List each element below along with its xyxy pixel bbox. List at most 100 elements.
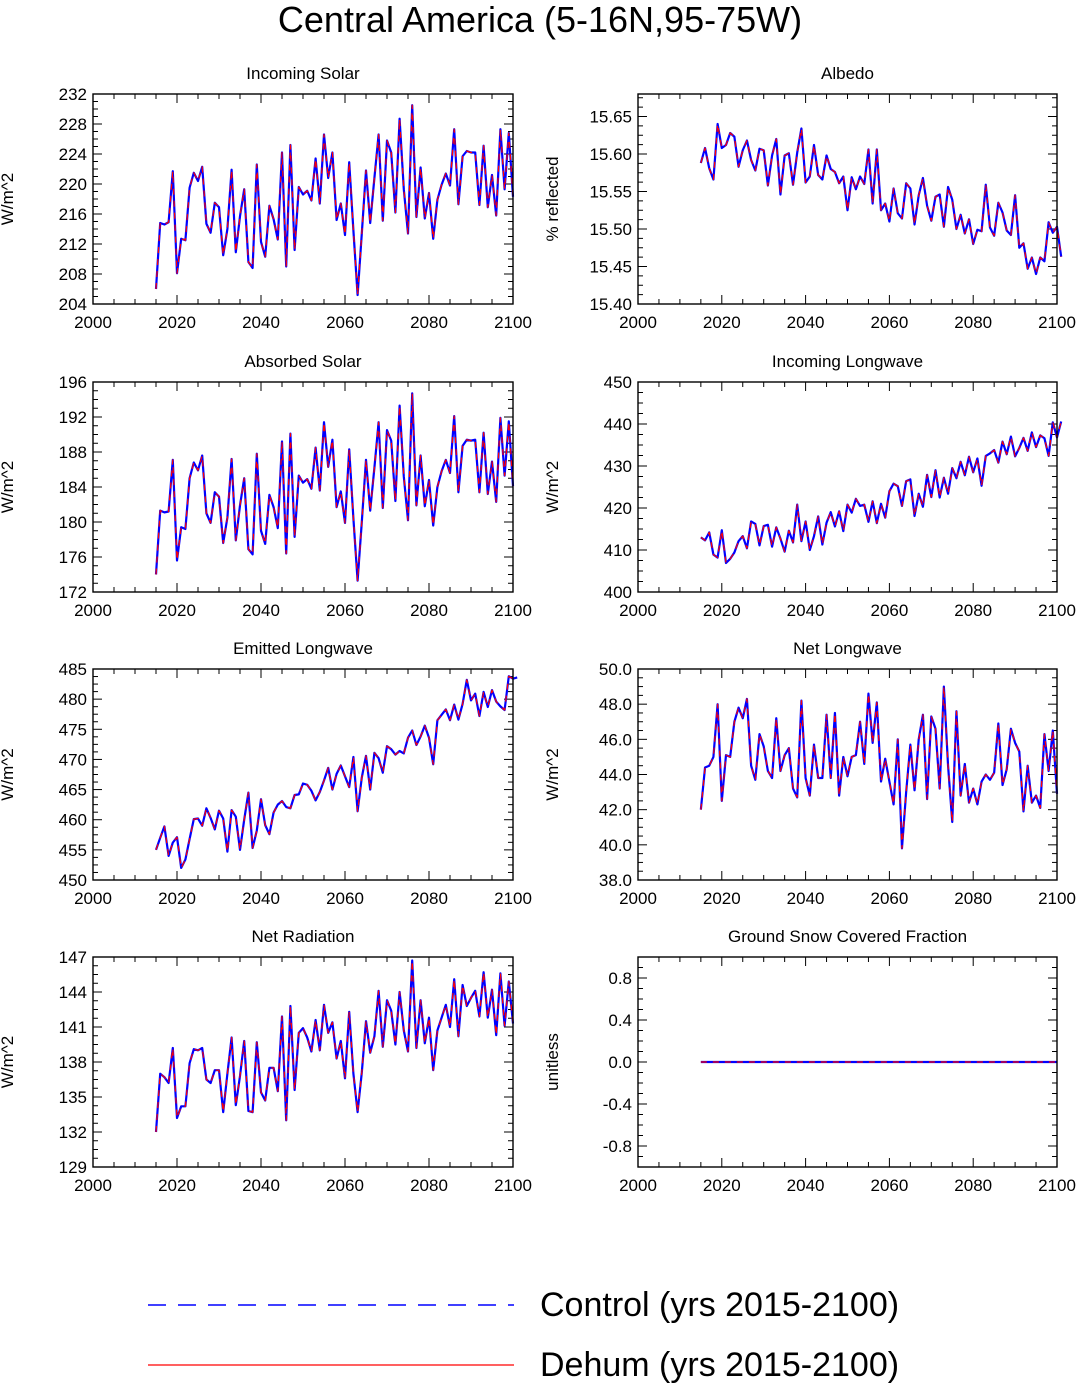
y-tick-label: 450 [59, 871, 87, 890]
x-tick-label: 2020 [703, 601, 741, 620]
page-title: Central America (5-16N,95-75W) [277, 0, 803, 40]
x-tick-label: 2080 [410, 1176, 448, 1195]
y-axis-label: W/m^2 [543, 748, 562, 800]
series-line-control [699, 685, 1059, 850]
x-tick-label: 2000 [619, 313, 657, 332]
legend-control-label: Control (yrs 2015-2100) [540, 1286, 900, 1324]
plot-frame [637, 381, 1058, 593]
y-tick-label: 465 [59, 781, 87, 800]
plot-frame [92, 956, 514, 1168]
y-axis-label: W/m^2 [0, 1036, 17, 1088]
series-line-dehum [155, 675, 518, 869]
x-tick-label: 2020 [703, 889, 741, 908]
y-tick-label: 144 [59, 983, 87, 1002]
x-tick-label: 2060 [870, 313, 908, 332]
chart-panel-8: Ground Snow Covered Fraction unitless 2000… [543, 927, 1076, 1195]
series-line-control [154, 104, 515, 297]
chart-title: Albedo [821, 64, 874, 83]
y-axis-label: W/m^2 [543, 461, 562, 513]
x-tick-label: 2080 [954, 889, 992, 908]
chart-title: Absorbed Solar [244, 352, 362, 371]
y-tick-label: 470 [59, 750, 87, 769]
series-line-dehum [155, 104, 514, 296]
legend-dehum-line [148, 1364, 514, 1366]
y-tick-label: 188 [59, 443, 87, 462]
plot-frame [637, 956, 1058, 1168]
y-tick-label: 0.4 [608, 1011, 632, 1030]
y-tick-label: 180 [59, 513, 87, 532]
y-axis-label: % reflected [543, 156, 562, 241]
y-tick-label: 38.0 [599, 871, 632, 890]
y-tick-label: 132 [59, 1123, 87, 1142]
y-tick-label: 220 [59, 175, 87, 194]
x-tick-label: 2060 [326, 601, 364, 620]
x-tick-label: 2080 [954, 313, 992, 332]
x-tick-label: 2040 [787, 889, 825, 908]
y-tick-label: 184 [59, 478, 87, 497]
y-tick-label: 15.50 [589, 220, 632, 239]
series-line-control [700, 421, 1063, 565]
x-tick-label: 2080 [410, 313, 448, 332]
plot-frame [637, 668, 1058, 881]
y-tick-label: 42.0 [599, 801, 632, 820]
x-tick-label: 2060 [870, 889, 908, 908]
y-tick-label: 480 [59, 690, 87, 709]
y-tick-label: 460 [59, 811, 87, 830]
y-tick-label: 212 [59, 235, 87, 254]
y-tick-label: 192 [59, 408, 87, 427]
x-tick-label: 2080 [954, 1176, 992, 1195]
x-tick-label: 2060 [870, 1176, 908, 1195]
x-tick-label: 2040 [242, 313, 280, 332]
x-tick-label: 2040 [242, 601, 280, 620]
x-tick-label: 2060 [326, 889, 364, 908]
x-tick-label: 2100 [1038, 313, 1076, 332]
y-tick-label: 400 [604, 583, 632, 602]
chart-panel-4: Incoming Longwave W/m^2 2000 2020 2040 2060 20… [543, 352, 1076, 620]
x-tick-label: 2080 [954, 601, 992, 620]
y-tick-label: 40.0 [599, 836, 632, 855]
y-tick-label: 172 [59, 583, 87, 602]
y-tick-label: 224 [59, 145, 87, 164]
y-tick-label: 141 [59, 1018, 87, 1037]
y-tick-label: 232 [59, 85, 87, 104]
x-tick-label: 2020 [158, 313, 196, 332]
x-tick-label: 2020 [158, 889, 196, 908]
x-tick-label: 2040 [787, 601, 825, 620]
chart-title: Incoming Longwave [772, 352, 923, 371]
x-tick-label: 2040 [787, 313, 825, 332]
series-line-dehum [700, 685, 1058, 849]
x-tick-label: 2020 [703, 1176, 741, 1195]
x-tick-label: 2100 [494, 601, 532, 620]
y-tick-label: 455 [59, 841, 87, 860]
chart-title: Emitted Longwave [233, 639, 373, 658]
y-tick-label: 475 [59, 720, 87, 739]
x-tick-label: 2100 [1038, 889, 1076, 908]
y-axis-label: W/m^2 [0, 748, 17, 800]
y-tick-label: 15.45 [589, 258, 632, 277]
y-tick-label: 44.0 [599, 766, 632, 785]
x-tick-label: 2040 [787, 1176, 825, 1195]
chart-title: Incoming Solar [246, 64, 360, 83]
x-tick-label: 2060 [870, 601, 908, 620]
legend-dehum-label: Dehum (yrs 2015-2100) [540, 1346, 900, 1384]
y-tick-label: 228 [59, 115, 87, 134]
y-tick-label: 15.60 [589, 145, 632, 164]
y-tick-label: 216 [59, 205, 87, 224]
y-tick-label: 204 [59, 295, 87, 314]
x-tick-label: 2100 [494, 889, 532, 908]
x-tick-label: 2080 [410, 601, 448, 620]
chart-panel-7: Net Radiation W/m^2 2000 2020 2040 2060 2080 21… [0, 927, 532, 1195]
y-tick-label: 485 [59, 660, 87, 679]
chart-panel-5: Emitted Longwave W/m^2 2000 2020 2040 2060 208… [0, 639, 532, 908]
chart-panel-2: Albedo % reflected 2000 2020 2040 2060 2080 210… [543, 64, 1076, 332]
x-tick-label: 2020 [703, 313, 741, 332]
y-tick-label: 208 [59, 265, 87, 284]
y-tick-label: 138 [59, 1053, 87, 1072]
plot-frame [92, 668, 514, 881]
y-tick-label: 0.8 [608, 969, 632, 988]
y-tick-label: 15.65 [589, 108, 632, 127]
x-tick-label: 2100 [1038, 601, 1076, 620]
x-tick-label: 2000 [74, 1176, 112, 1195]
y-tick-label: 176 [59, 548, 87, 567]
